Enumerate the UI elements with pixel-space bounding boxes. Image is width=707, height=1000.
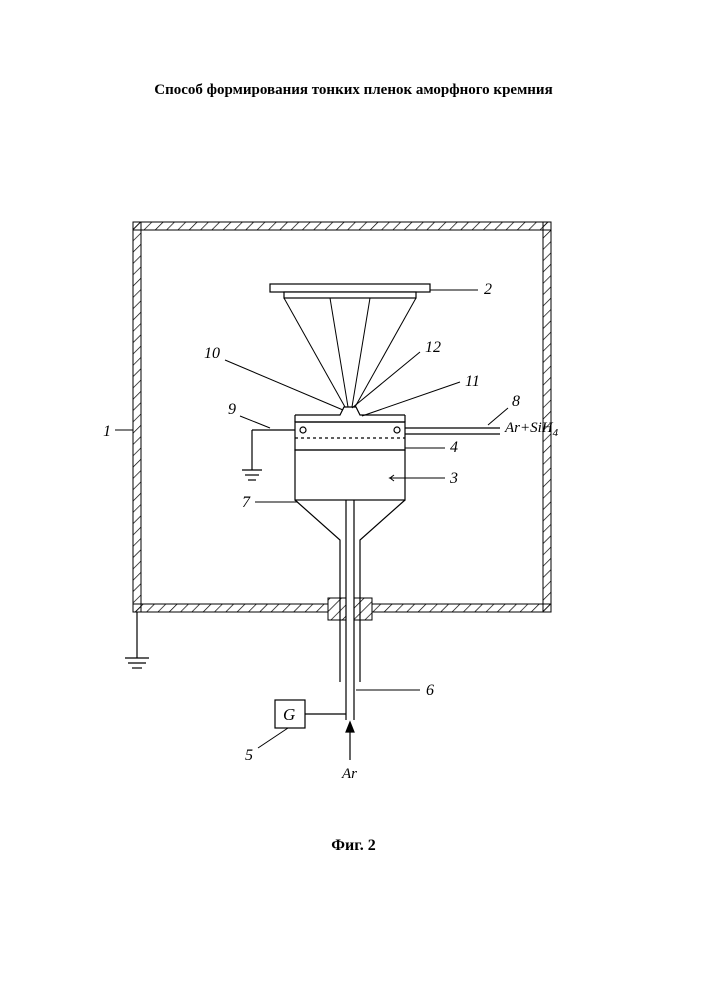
electrode-ground xyxy=(242,430,295,480)
label-2: 2 xyxy=(484,281,492,298)
label-4: 4 xyxy=(450,439,458,456)
chamber-ground xyxy=(125,612,149,668)
label-6: 6 xyxy=(426,682,434,699)
label-8: 8 xyxy=(512,393,520,410)
label-3: 3 xyxy=(449,470,458,487)
spray-lines xyxy=(284,298,416,407)
label-11: 11 xyxy=(465,373,480,390)
gas1-sub: 4 xyxy=(553,427,559,439)
label-5: 5 xyxy=(245,747,253,764)
labels: 1 2 3 4 5 6 7 8 9 10 11 12 xyxy=(103,281,520,764)
generator-label: G xyxy=(283,705,295,724)
gas2-label: Ar xyxy=(341,766,357,782)
leaders xyxy=(115,290,508,748)
source-assembly xyxy=(295,407,405,720)
gas1-label: Ar+SiH xyxy=(504,420,554,436)
gas-inlet-right xyxy=(405,428,500,434)
label-1: 1 xyxy=(103,423,111,440)
ar-inlet-arrow xyxy=(346,722,354,760)
label-9: 9 xyxy=(228,401,236,418)
label-10: 10 xyxy=(204,345,220,362)
substrate-holder xyxy=(270,284,430,298)
label-7: 7 xyxy=(242,494,251,511)
figure-caption: Фиг. 2 xyxy=(0,837,707,855)
label-12: 12 xyxy=(425,339,441,356)
